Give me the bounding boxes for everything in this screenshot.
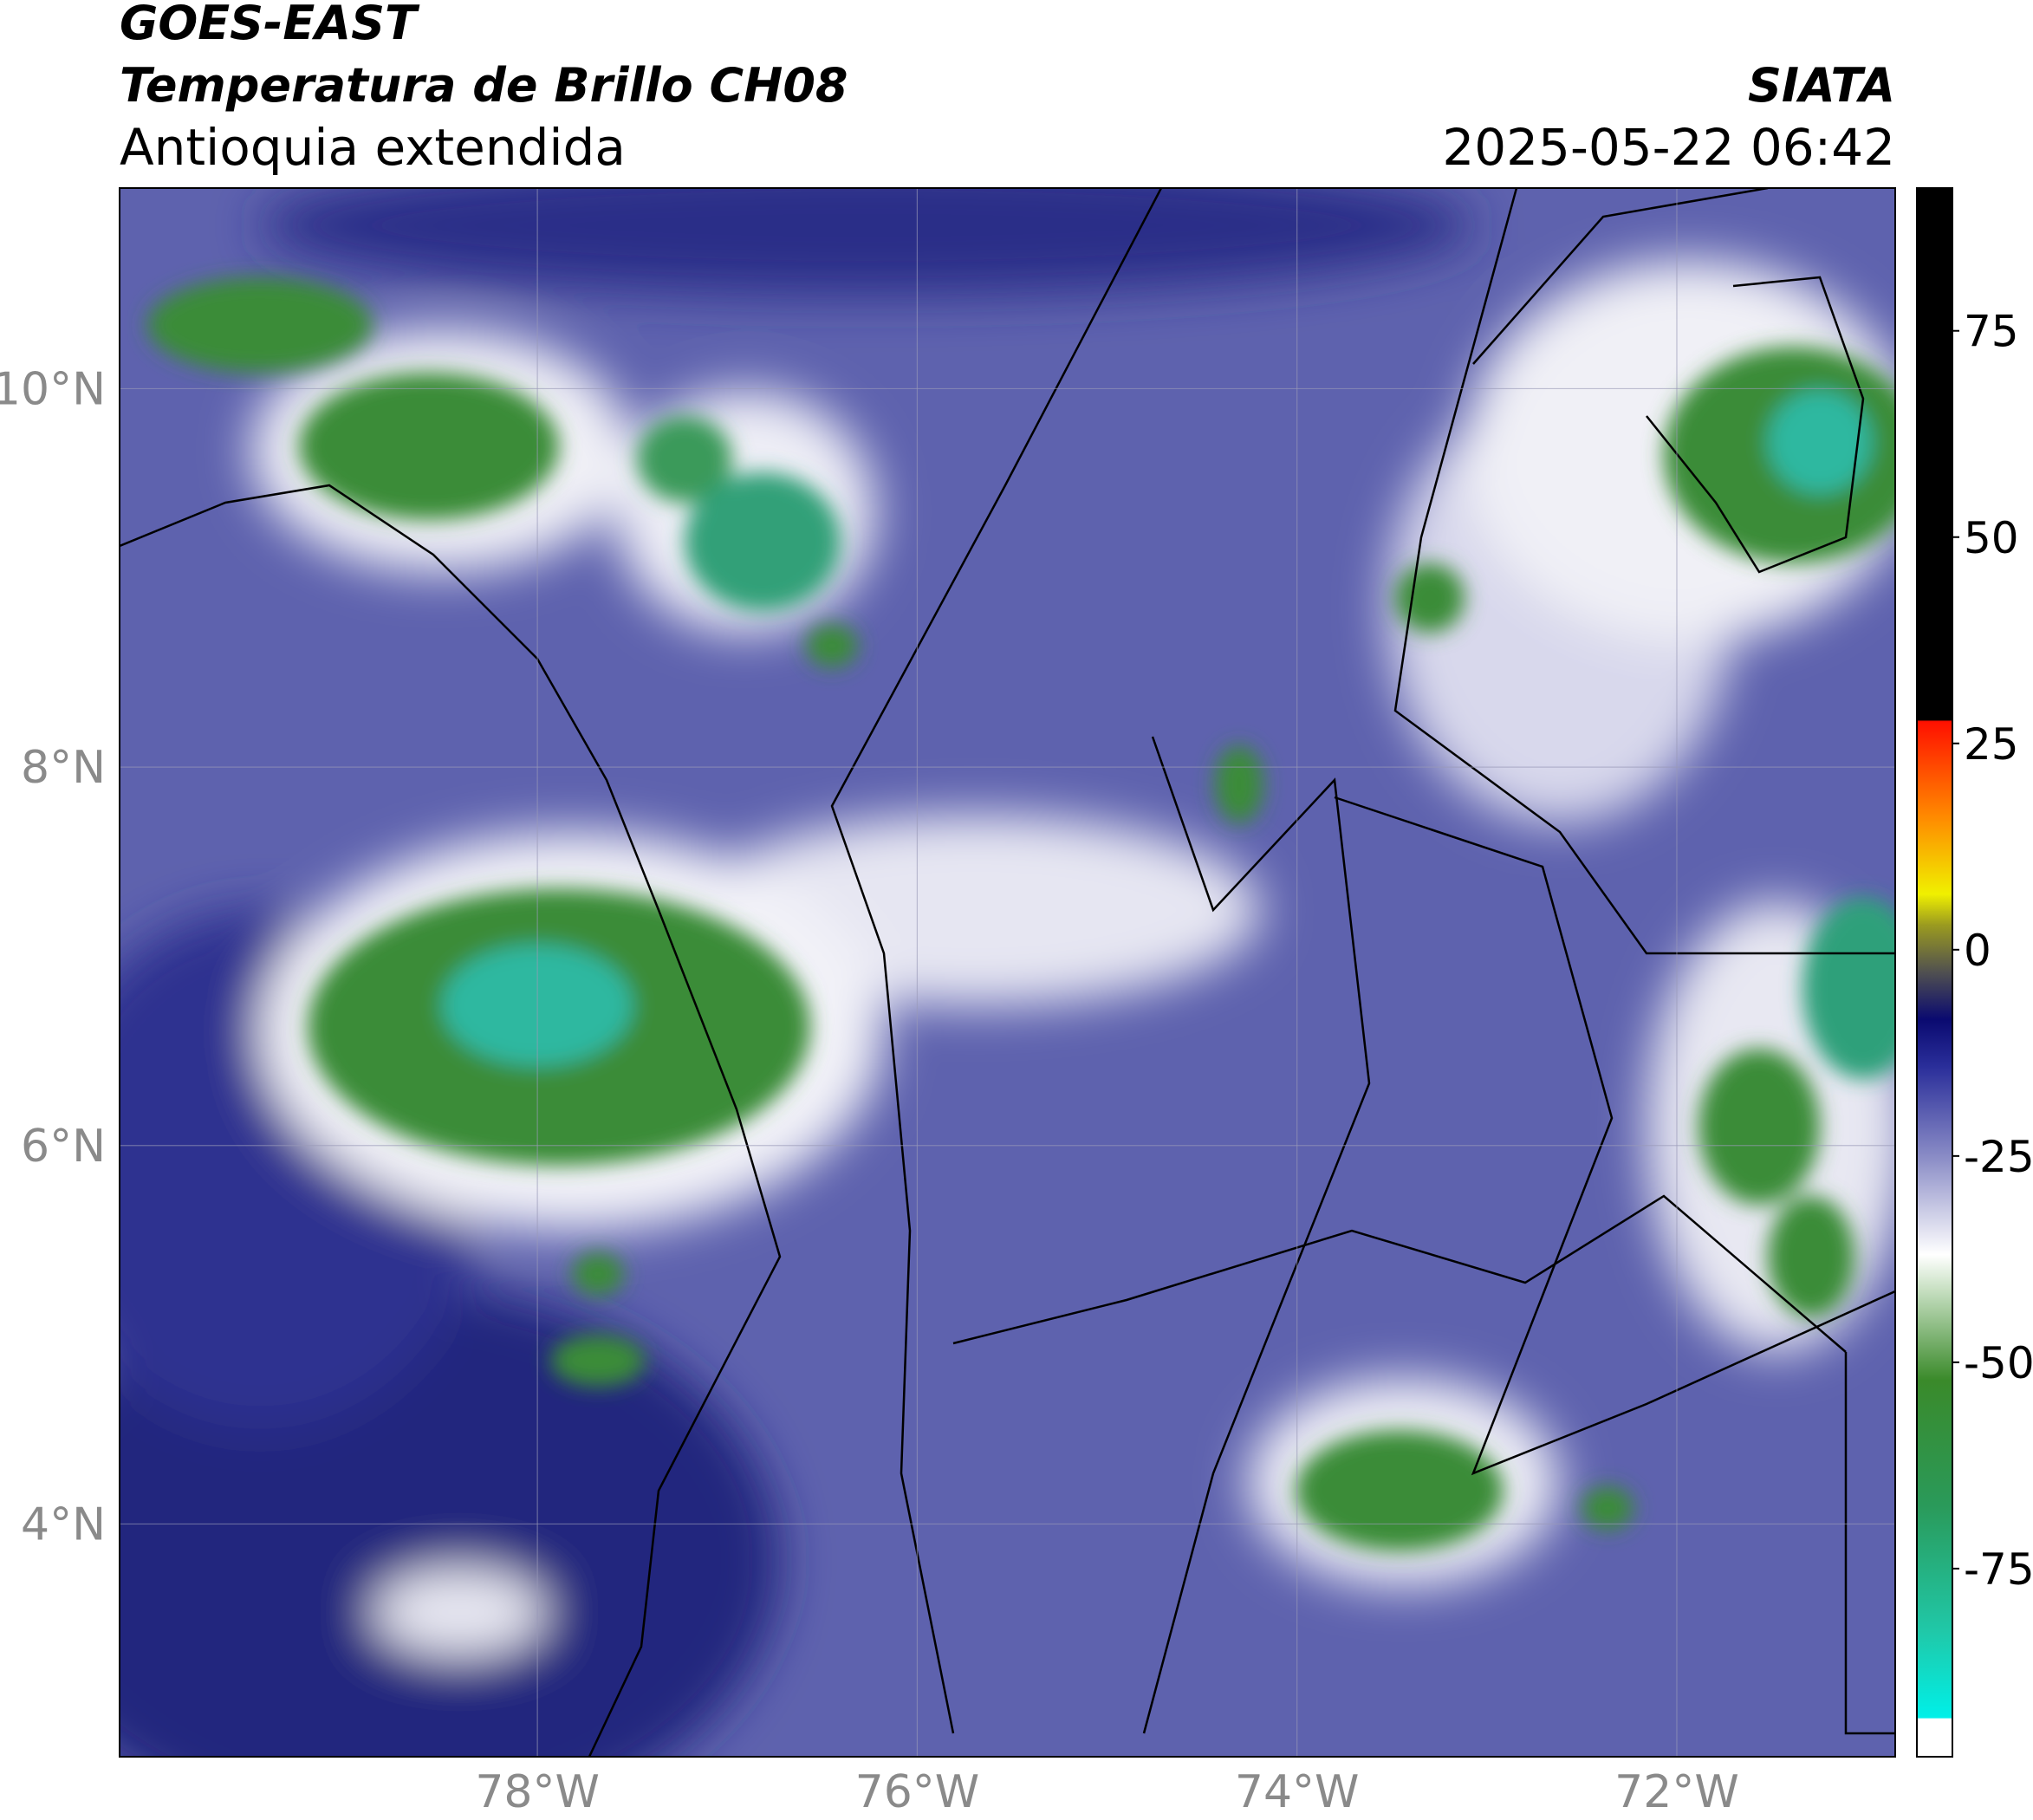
x-tick-label: 76°W [855, 1766, 980, 1818]
y-tick-label: 10°N [0, 363, 106, 415]
y-tick-label: 8°N [21, 742, 106, 794]
datetime-title: 2025-05-22 06:42 [1442, 118, 1895, 177]
borders [120, 188, 1895, 1757]
source-title: SIATA [1748, 58, 1895, 113]
y-tick-label: 6°N [21, 1121, 106, 1173]
colorbar-tick-label: -75 [1964, 1544, 2033, 1595]
satellite-title: GOES-EAST [120, 0, 420, 50]
colorbar-tick-label: 25 [1964, 719, 2019, 770]
colorbar-tick-label: -25 [1964, 1132, 2033, 1182]
product-title: Temperatura de Brillo CH08 [120, 58, 848, 113]
x-tick-label: 78°W [475, 1766, 600, 1818]
y-tick-label: 4°N [21, 1498, 106, 1550]
colorbar-tick-label: 50 [1964, 513, 2019, 563]
colorbar-tick-label: 75 [1964, 307, 2019, 357]
x-tick-label: 74°W [1235, 1766, 1360, 1818]
x-tick-label: 72°W [1614, 1766, 1739, 1818]
colorbar [1916, 187, 1953, 1758]
satellite-image [120, 188, 1895, 1757]
region-title: Antioquia extendida [120, 118, 626, 177]
colorbar-tick-label: -50 [1964, 1338, 2033, 1388]
colorbar-tick-label: 0 [1964, 926, 1991, 976]
map-frame [119, 187, 1896, 1758]
